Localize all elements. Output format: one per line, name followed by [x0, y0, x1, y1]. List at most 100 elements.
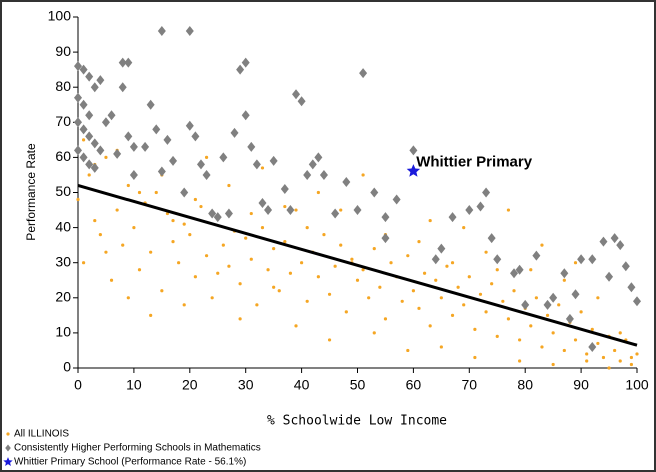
point — [417, 240, 421, 244]
x-tick-label: 0 — [74, 377, 82, 393]
point — [417, 306, 421, 310]
point — [152, 124, 161, 135]
point — [269, 155, 278, 166]
point — [171, 240, 175, 244]
point — [227, 183, 231, 188]
point — [518, 338, 522, 342]
point — [126, 183, 130, 188]
point — [90, 82, 99, 93]
point — [434, 278, 438, 282]
point — [462, 226, 466, 230]
point — [81, 138, 86, 142]
point — [305, 299, 309, 303]
point — [286, 205, 295, 216]
point — [437, 243, 446, 254]
x-tick-label: 20 — [182, 377, 198, 393]
x-tick-label: 40 — [294, 377, 310, 393]
point — [124, 131, 133, 142]
point — [579, 310, 583, 314]
point — [495, 334, 499, 339]
point — [467, 275, 471, 279]
point — [107, 110, 116, 121]
point — [196, 159, 205, 170]
point — [565, 313, 574, 324]
point — [272, 247, 276, 251]
point — [149, 250, 153, 254]
point — [283, 204, 287, 209]
point — [193, 197, 197, 202]
point — [258, 198, 267, 209]
point — [252, 159, 261, 170]
x-tick-label: 70 — [462, 377, 478, 393]
point — [381, 233, 390, 244]
point — [132, 226, 136, 230]
point — [532, 250, 541, 261]
point — [249, 257, 253, 261]
point — [372, 331, 376, 335]
point — [599, 236, 608, 247]
point — [392, 194, 401, 205]
point — [121, 243, 125, 247]
legend-marker — [6, 432, 10, 436]
point — [199, 204, 203, 209]
point — [549, 292, 558, 303]
point — [185, 120, 194, 131]
point — [266, 268, 270, 272]
point — [629, 355, 634, 360]
point — [303, 169, 312, 180]
point — [344, 310, 348, 314]
point — [79, 64, 88, 75]
point — [445, 264, 449, 268]
point — [260, 226, 265, 230]
point — [510, 268, 519, 279]
point — [288, 271, 293, 275]
point — [465, 205, 474, 216]
point — [448, 212, 457, 223]
point — [193, 275, 197, 279]
point — [85, 110, 94, 121]
point — [596, 296, 600, 300]
point — [90, 138, 99, 149]
point — [378, 285, 382, 289]
point — [350, 257, 354, 261]
point — [180, 187, 189, 198]
point — [264, 205, 273, 216]
point — [339, 208, 343, 212]
y-tick-label: 20 — [55, 289, 71, 305]
point — [621, 261, 630, 272]
point — [487, 233, 496, 244]
point — [633, 296, 641, 307]
point — [529, 268, 533, 272]
point — [104, 155, 108, 159]
point — [227, 264, 231, 268]
point — [439, 296, 443, 300]
point — [283, 240, 287, 244]
x-tick-label: 50 — [350, 377, 366, 393]
point — [85, 131, 94, 142]
point — [529, 324, 533, 328]
point — [616, 240, 625, 251]
point — [300, 261, 304, 265]
point — [74, 117, 82, 128]
point — [316, 190, 320, 195]
point — [342, 176, 351, 187]
point — [98, 233, 102, 237]
point — [79, 124, 88, 135]
point — [76, 197, 80, 202]
point — [294, 324, 298, 328]
point — [280, 183, 289, 194]
point — [428, 324, 432, 328]
point — [372, 247, 376, 251]
point — [104, 250, 108, 254]
point — [236, 64, 245, 75]
point — [79, 99, 88, 110]
point — [450, 313, 455, 317]
point — [204, 254, 209, 258]
point — [562, 348, 566, 353]
point — [573, 261, 578, 265]
point — [383, 317, 388, 321]
point — [501, 299, 505, 303]
y-tick-label: 30 — [55, 253, 71, 269]
point — [473, 355, 477, 360]
point — [618, 359, 622, 363]
